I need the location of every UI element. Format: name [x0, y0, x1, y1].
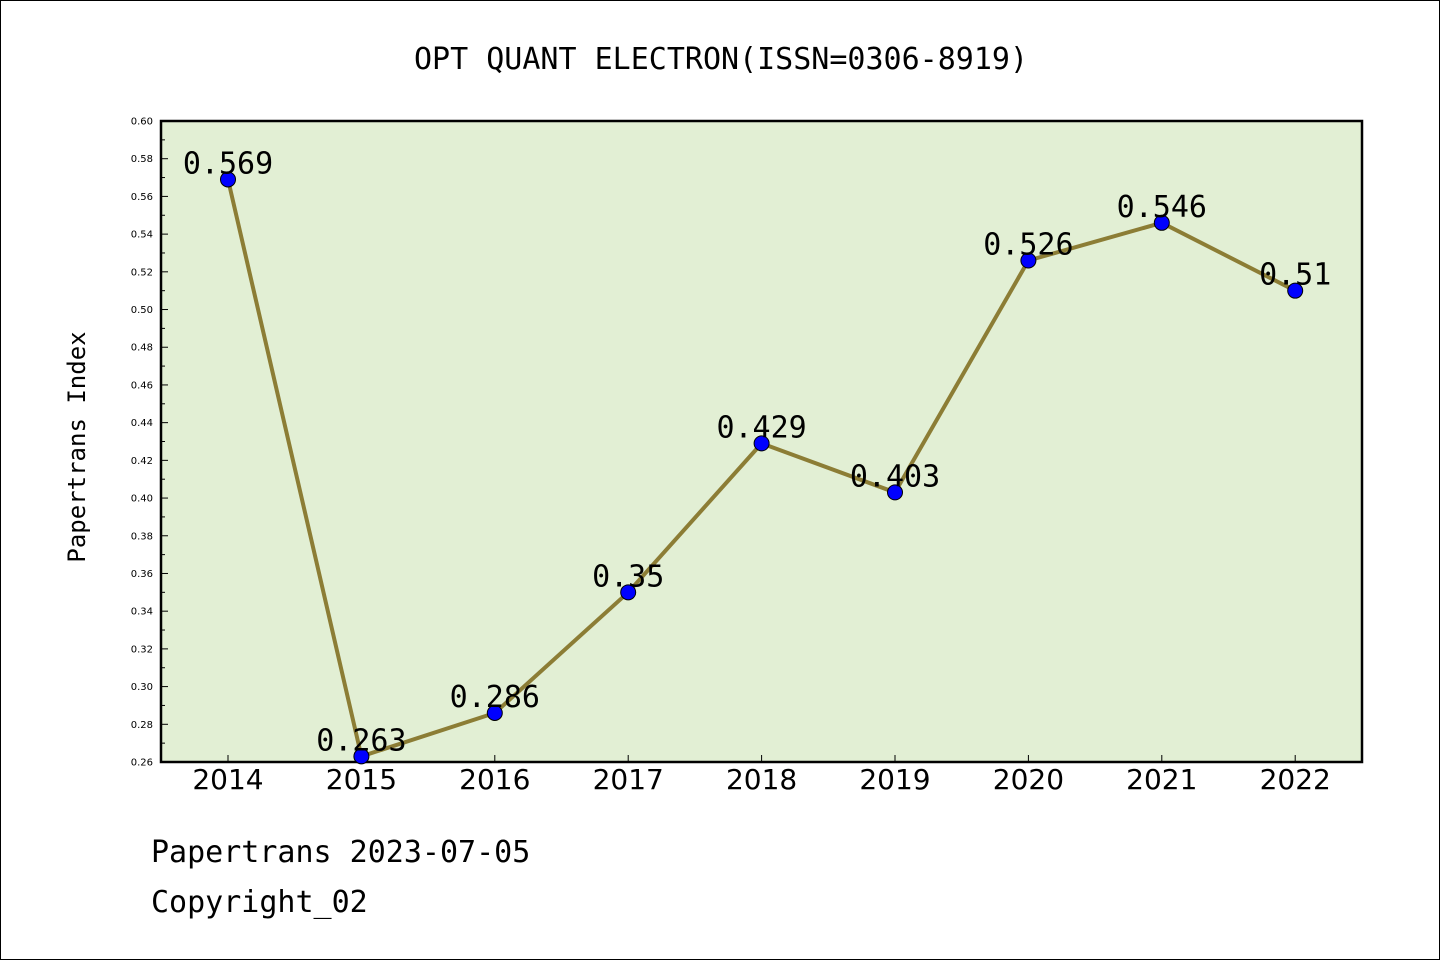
- x-tick-label: 2021: [1126, 763, 1197, 796]
- data-label: 0.51: [1259, 258, 1331, 293]
- y-tick-label: 0.52: [131, 267, 153, 278]
- x-tick-label: 2018: [726, 763, 797, 796]
- data-label: 0.403: [850, 459, 940, 494]
- y-tick-label: 0.34: [131, 607, 153, 618]
- y-tick-label: 0.54: [131, 230, 153, 241]
- y-tick-label: 0.26: [131, 758, 153, 769]
- series-layer: 0.569 0.263 0.286 0.35 0.429 0.403 0.526 0.546 0…: [183, 146, 1331, 765]
- data-point: [486, 704, 503, 721]
- data-label: 0.526: [983, 228, 1073, 263]
- data-label: 0.286: [450, 680, 540, 715]
- data-point: [1153, 214, 1170, 231]
- data-label: 0.569: [183, 146, 273, 181]
- footer-date-line: Papertrans 2023-07-05: [151, 835, 531, 870]
- data-point: [887, 484, 903, 501]
- chart-title: OPT QUANT ELECTRON(ISSN=0306-8919): [414, 42, 1028, 77]
- y-tick-label: 0.58: [131, 154, 153, 165]
- x-tick-label: 2016: [459, 763, 530, 796]
- y-tick-label: 0.48: [131, 343, 153, 354]
- y-tick-label: 0.30: [131, 682, 153, 693]
- data-point: [1287, 282, 1304, 299]
- data-label: 0.35: [592, 559, 664, 594]
- y-tick-label: 0.28: [131, 720, 153, 731]
- data-label: 0.429: [716, 410, 806, 445]
- y-tick-label: 0.50: [131, 305, 153, 316]
- y-tick-label: 0.44: [131, 418, 153, 429]
- x-tick-label: 2015: [326, 763, 397, 796]
- y-tick-label: 0.42: [131, 456, 153, 467]
- footer-copyright: Copyright_02: [151, 885, 368, 920]
- x-tick-label: 2014: [192, 763, 263, 796]
- y-tick-label: 0.32: [131, 644, 153, 655]
- y-axis-ticks: 0.26 0.28 0.30 0.32 0.34 0.36 0.38 0.40 0.42 0.44…: [131, 117, 168, 769]
- data-point: [1020, 252, 1037, 269]
- y-tick-label: 0.46: [131, 380, 153, 391]
- y-axis-label: Papertrans Index: [63, 331, 91, 562]
- x-tick-label: 2022: [1260, 763, 1331, 796]
- data-point: [753, 435, 770, 452]
- data-point: [620, 584, 637, 601]
- y-tick-label: 0.38: [131, 531, 153, 542]
- x-tick-label: 2019: [859, 763, 930, 796]
- y-tick-label: 0.56: [131, 192, 153, 203]
- y-tick-label: 0.60: [131, 117, 153, 128]
- x-axis-ticks: 2014 2015 2016 2017 2018 2019 2020 2021 2022: [192, 755, 1331, 796]
- x-tick-label: 2017: [593, 763, 664, 796]
- y-tick-label: 0.36: [131, 569, 153, 580]
- x-tick-label: 2020: [993, 763, 1064, 796]
- data-label: 0.546: [1117, 190, 1207, 225]
- y-tick-label: 0.40: [131, 494, 153, 505]
- data-label: 0.263: [316, 723, 406, 758]
- data-point: [220, 171, 236, 188]
- data-point: [353, 748, 370, 765]
